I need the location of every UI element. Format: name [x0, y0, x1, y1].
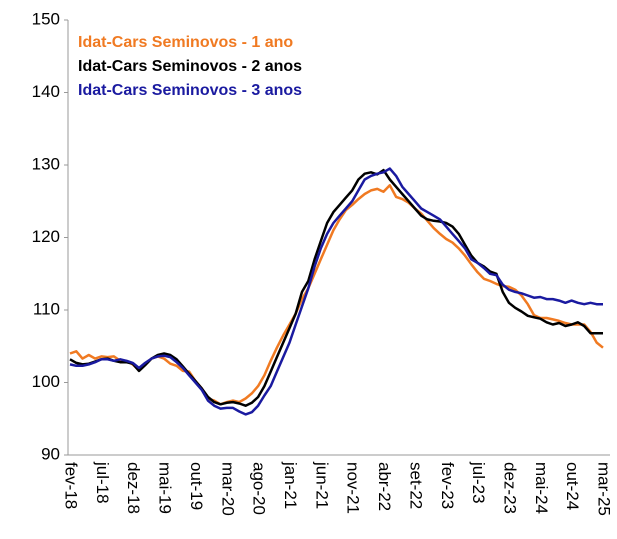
legend-entry: Idat-Cars Seminovos - 3 anos — [78, 82, 302, 99]
y-tick-label: 130 — [32, 154, 60, 173]
x-tick-label: dez-23 — [500, 462, 519, 514]
y-tick-label: 140 — [32, 82, 60, 101]
legend-entry: Idat-Cars Seminovos - 2 anos — [78, 58, 302, 75]
x-tick-label: fev-23 — [438, 462, 457, 509]
y-tick-label: 100 — [32, 372, 60, 391]
series-line — [69, 167, 603, 416]
x-tick-label: nov-21 — [344, 462, 363, 514]
x-tick-label: out-24 — [563, 462, 582, 510]
y-tick-label: 90 — [41, 444, 60, 463]
x-tick-label: abr-22 — [375, 462, 394, 511]
x-tick-label: mar-20 — [218, 462, 237, 516]
y-tick-label: 150 — [32, 9, 60, 28]
x-tick-label: dez-18 — [124, 462, 143, 514]
x-tick-label: mai-24 — [532, 462, 551, 514]
legend-entry: Idat-Cars Seminovos - 1 ano — [78, 34, 293, 51]
x-tick-label: mai-19 — [156, 462, 175, 514]
y-tick-label: 120 — [32, 227, 60, 246]
x-tick-label: set-22 — [406, 462, 425, 509]
x-tick-label: jun-21 — [312, 461, 331, 509]
x-tick-label: mar-25 — [595, 462, 614, 516]
x-tick-label: jul-18 — [93, 461, 112, 504]
x-tick-label: jan-21 — [281, 461, 300, 509]
x-tick-label: ago-20 — [250, 462, 269, 515]
y-tick-label: 110 — [33, 299, 60, 318]
series-line — [69, 168, 603, 407]
x-tick-label: out-19 — [187, 462, 206, 510]
x-tick-label: fev-18 — [62, 462, 81, 509]
x-tick-label: jul-23 — [469, 461, 488, 504]
